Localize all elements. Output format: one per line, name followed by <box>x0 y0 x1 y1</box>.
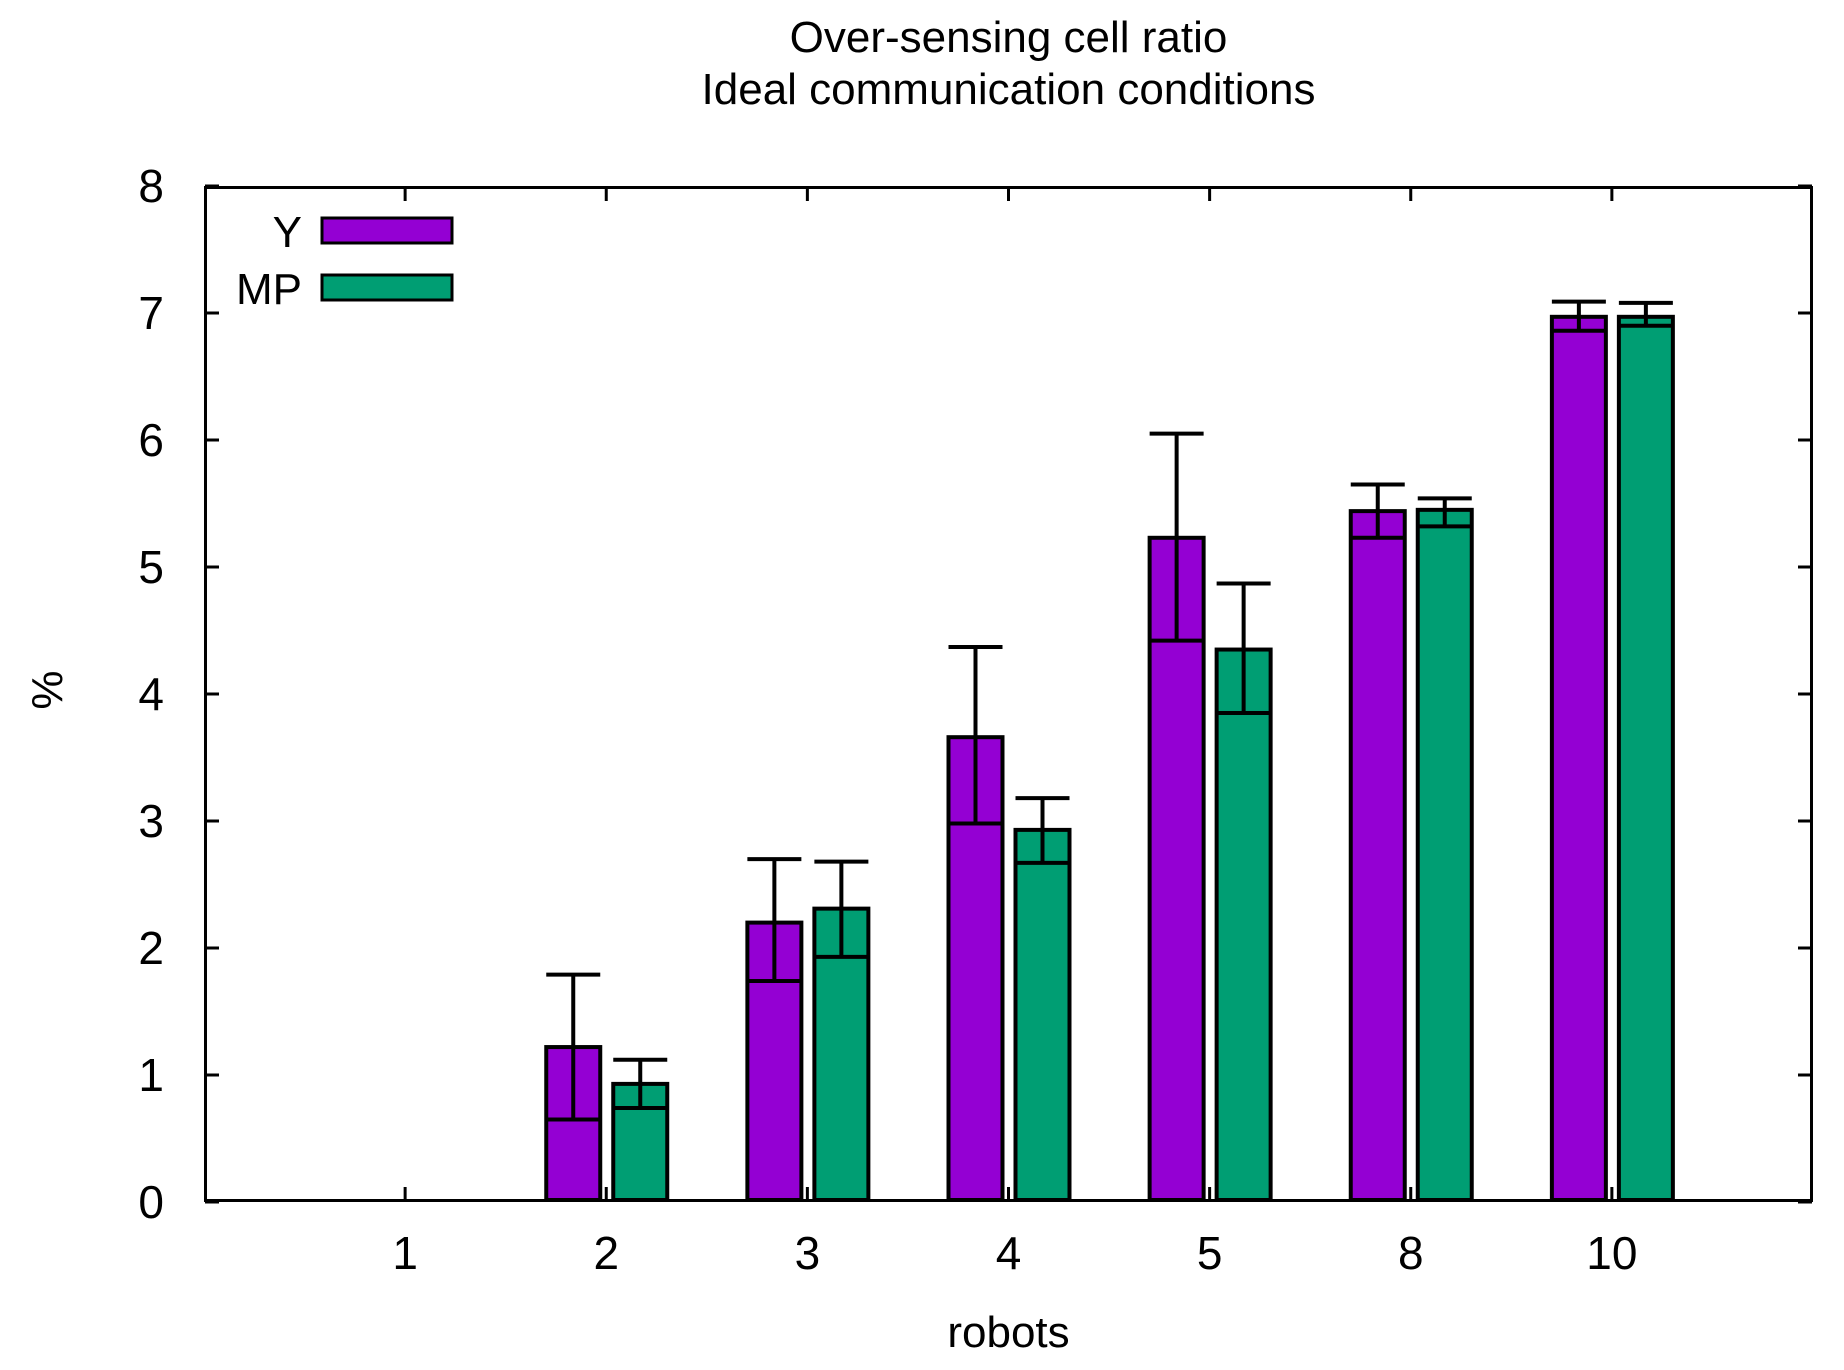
bar-Y-10 <box>1549 314 1608 1202</box>
x-tick-label-10: 10 <box>1586 1227 1637 1279</box>
x-tick-label-5: 5 <box>1197 1227 1223 1279</box>
legend-swatch-MP <box>320 273 454 302</box>
y-tick-label-0: 0 <box>138 1176 164 1228</box>
bar-MP-4 <box>1013 827 1072 1202</box>
y-tick-label-4: 4 <box>138 668 164 720</box>
chart-title-block: Over-sensing cell ratio Ideal communicat… <box>204 12 1813 116</box>
y-tick-label-8: 8 <box>138 160 164 212</box>
y-tick-label-7: 7 <box>138 287 164 339</box>
x-tick-label-3: 3 <box>795 1227 821 1279</box>
bar-MP-8 <box>1415 507 1474 1203</box>
y-tick-label-3: 3 <box>138 795 164 847</box>
x-tick-label-2: 2 <box>593 1227 619 1279</box>
y-axis-label: % <box>23 670 72 710</box>
y-tick-label-6: 6 <box>138 414 164 466</box>
x-axis-label: robots <box>947 1308 1070 1357</box>
y-tick-label-5: 5 <box>138 541 164 593</box>
x-tick-label-1: 1 <box>392 1227 418 1279</box>
x-tick-label-4: 4 <box>996 1227 1022 1279</box>
bar-Y-8 <box>1348 509 1407 1202</box>
y-tick-label-1: 1 <box>138 1049 164 1101</box>
legend-label-Y: Y <box>273 208 302 257</box>
legend-swatch-Y <box>320 216 454 245</box>
legend-label-MP: MP <box>236 265 302 314</box>
bar-MP-5 <box>1214 647 1273 1202</box>
x-tick-label-8: 8 <box>1398 1227 1424 1279</box>
bar-MP-10 <box>1616 314 1675 1202</box>
chart-subtitle: Ideal communication conditions <box>701 65 1316 114</box>
y-tick-label-2: 2 <box>138 922 164 974</box>
bar-chart-plot: 1 2 3 4 5 8 10 0 1 2 3 4 5 6 7 8 Y MP <box>138 160 1813 1279</box>
chart-title: Over-sensing cell ratio <box>789 13 1228 62</box>
